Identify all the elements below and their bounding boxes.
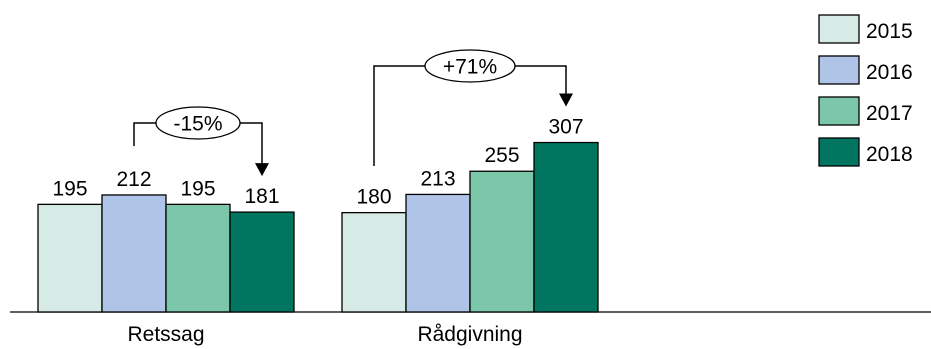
value-label-retssag-2015: 195 xyxy=(52,177,87,200)
bar-rådgivning-2015 xyxy=(341,211,407,313)
category-labels-layer: Retssag Rådgivning xyxy=(127,323,522,346)
legend-swatch-2015 xyxy=(818,14,860,44)
annotation-bracket-left-rådgivning xyxy=(373,65,425,166)
value-labels-layer: 195 212 195 181 180 213 255 307 xyxy=(52,116,583,209)
legend-label-2017: 2017 xyxy=(866,102,913,125)
value-label-rådgivning-2018: 307 xyxy=(548,116,583,139)
legend: 2015 2016 2017 2018 xyxy=(818,14,913,167)
bar-rådgivning-2017 xyxy=(469,170,535,313)
legend-swatch-2018 xyxy=(818,137,860,167)
value-label-retssag-2018: 181 xyxy=(244,185,279,208)
annotation-arrowhead-retssag xyxy=(255,163,269,177)
annotation-bracket-right-rådgivning xyxy=(515,65,567,95)
bar-rådgivning-2018 xyxy=(533,141,599,313)
annotation-oval-retssag xyxy=(155,106,241,140)
annotation-bracket-right-retssag xyxy=(240,122,263,165)
value-label-rådgivning-2017: 255 xyxy=(484,144,519,167)
category-label-retssag: Retssag xyxy=(127,323,204,346)
annotation-label-rådgivning: +71% xyxy=(443,56,497,79)
value-label-rådgivning-2016: 213 xyxy=(420,167,455,190)
annotation-arrowhead-rådgivning xyxy=(559,93,573,107)
bar-retssag-2017 xyxy=(165,203,231,313)
legend-label-2016: 2016 xyxy=(866,61,913,84)
bar-rådgivning-2016 xyxy=(405,193,471,313)
annotations-layer: -15% +71% xyxy=(133,49,573,177)
bar-retssag-2016 xyxy=(101,194,167,313)
legend-label-2018: 2018 xyxy=(866,143,913,166)
bar-retssag-2015 xyxy=(37,203,103,313)
legend-label-2015: 2015 xyxy=(866,20,913,43)
value-label-retssag-2017: 195 xyxy=(180,177,215,200)
value-label-retssag-2016: 212 xyxy=(116,168,151,191)
legend-swatch-2017 xyxy=(818,96,860,126)
annotation-bracket-left-retssag xyxy=(133,122,156,146)
annotation-label-retssag: -15% xyxy=(173,113,222,136)
bar-retssag-2018 xyxy=(229,211,295,313)
legend-swatch-2016 xyxy=(818,55,860,85)
bars-layer xyxy=(37,141,599,313)
category-label-rådgivning: Rådgivning xyxy=(417,323,522,346)
annotation-oval-rådgivning xyxy=(424,49,516,83)
value-label-rådgivning-2015: 180 xyxy=(356,186,391,209)
